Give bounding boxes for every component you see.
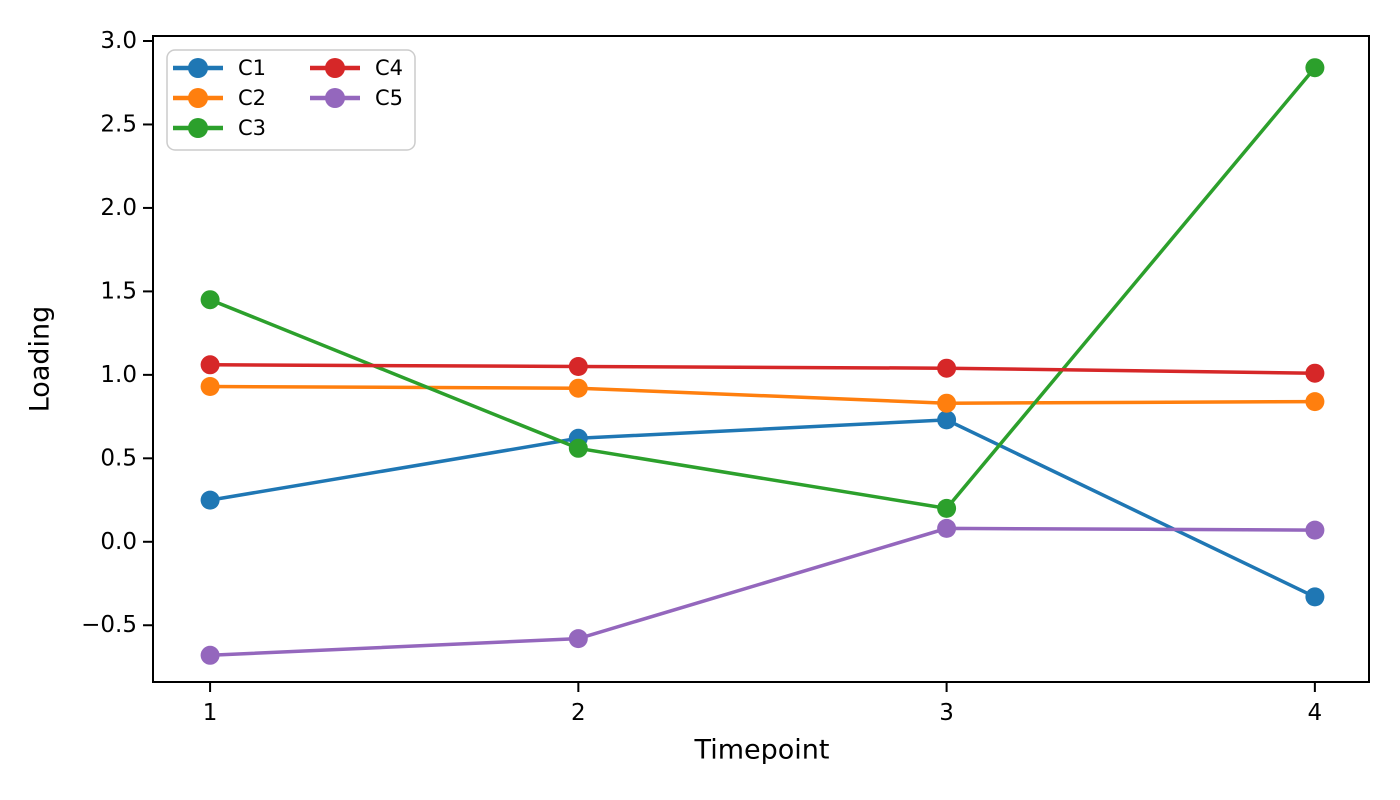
series-marker-C4-t3 — [937, 358, 957, 378]
y-tick-label: 3.0 — [100, 28, 137, 54]
legend-item-C4: C4 — [310, 56, 403, 80]
legend-label: C3 — [238, 116, 266, 140]
axes-layer: 1 2 3 4 3.0 2.5 2.0 1.5 1.0 0.5 0.0 −0.5 — [81, 28, 1322, 726]
legend-item-C5: C5 — [310, 86, 403, 110]
series-marker-C1-t1 — [200, 490, 220, 510]
series-marker-C5-t2 — [568, 629, 588, 649]
series-marker-C2-t3 — [937, 393, 957, 413]
series-marker-C3-t3 — [937, 498, 957, 518]
series-marker-C5-t1 — [200, 645, 220, 665]
legend-sample-marker — [188, 58, 208, 78]
series-line-C5 — [208, 526, 1317, 658]
legend-sample-marker — [325, 58, 345, 78]
x-tick-label: 4 — [1308, 700, 1323, 726]
legend-sample-marker — [188, 118, 208, 138]
y-tick-label: 1.0 — [100, 362, 137, 388]
series-marker-C5-t4 — [1305, 520, 1325, 540]
y-tick-label: −0.5 — [81, 612, 137, 638]
axes-spines — [152, 35, 1370, 683]
legend-item-C2: C2 — [173, 86, 266, 110]
series-layer — [200, 58, 1325, 665]
legend: C1 C2 C3 C4 C5 — [166, 49, 416, 151]
series-line-C2 — [208, 384, 1317, 405]
series-marker-C3-t1 — [200, 290, 220, 310]
y-tick-label: 1.5 — [100, 278, 137, 304]
series-line-C1 — [208, 418, 1317, 599]
series-marker-C4-t1 — [200, 355, 220, 375]
series-marker-C4-t2 — [568, 357, 588, 376]
series-marker-C2-t2 — [568, 378, 588, 398]
series-marker-C1-t4 — [1305, 587, 1325, 607]
series-marker-C2-t1 — [200, 377, 220, 396]
y-axis-label: Loading — [25, 306, 56, 413]
series-line-C4 — [208, 363, 1317, 375]
legend-label: C5 — [375, 86, 403, 110]
series-marker-C1-t3 — [937, 410, 957, 430]
x-axis-label: Timepoint — [694, 735, 830, 766]
x-tick-label: 2 — [571, 700, 586, 726]
x-tick-label: 1 — [203, 700, 218, 726]
legend-label: C4 — [375, 56, 403, 80]
legend-sample-marker — [325, 88, 345, 108]
y-tick-label: 0.5 — [100, 445, 137, 471]
series-marker-C3-t2 — [568, 438, 588, 458]
series-marker-C5-t3 — [937, 518, 957, 538]
x-tick-label: 3 — [939, 700, 954, 726]
y-tick-label: 0.0 — [100, 529, 137, 555]
legend-item-C1: C1 — [173, 56, 266, 80]
series-marker-C3-t4 — [1305, 58, 1325, 78]
legend-frame — [166, 49, 416, 151]
y-tick-label: 2.5 — [100, 111, 137, 137]
legend-label: C1 — [238, 56, 266, 80]
legend-sample-marker — [188, 88, 208, 108]
series-line-C3 — [208, 65, 1317, 511]
legend-item-C3: C3 — [173, 116, 266, 140]
series-marker-C2-t4 — [1305, 392, 1325, 412]
series-marker-C4-t4 — [1305, 363, 1325, 383]
y-tick-label: 2.0 — [100, 195, 137, 221]
legend-label: C2 — [238, 86, 266, 110]
